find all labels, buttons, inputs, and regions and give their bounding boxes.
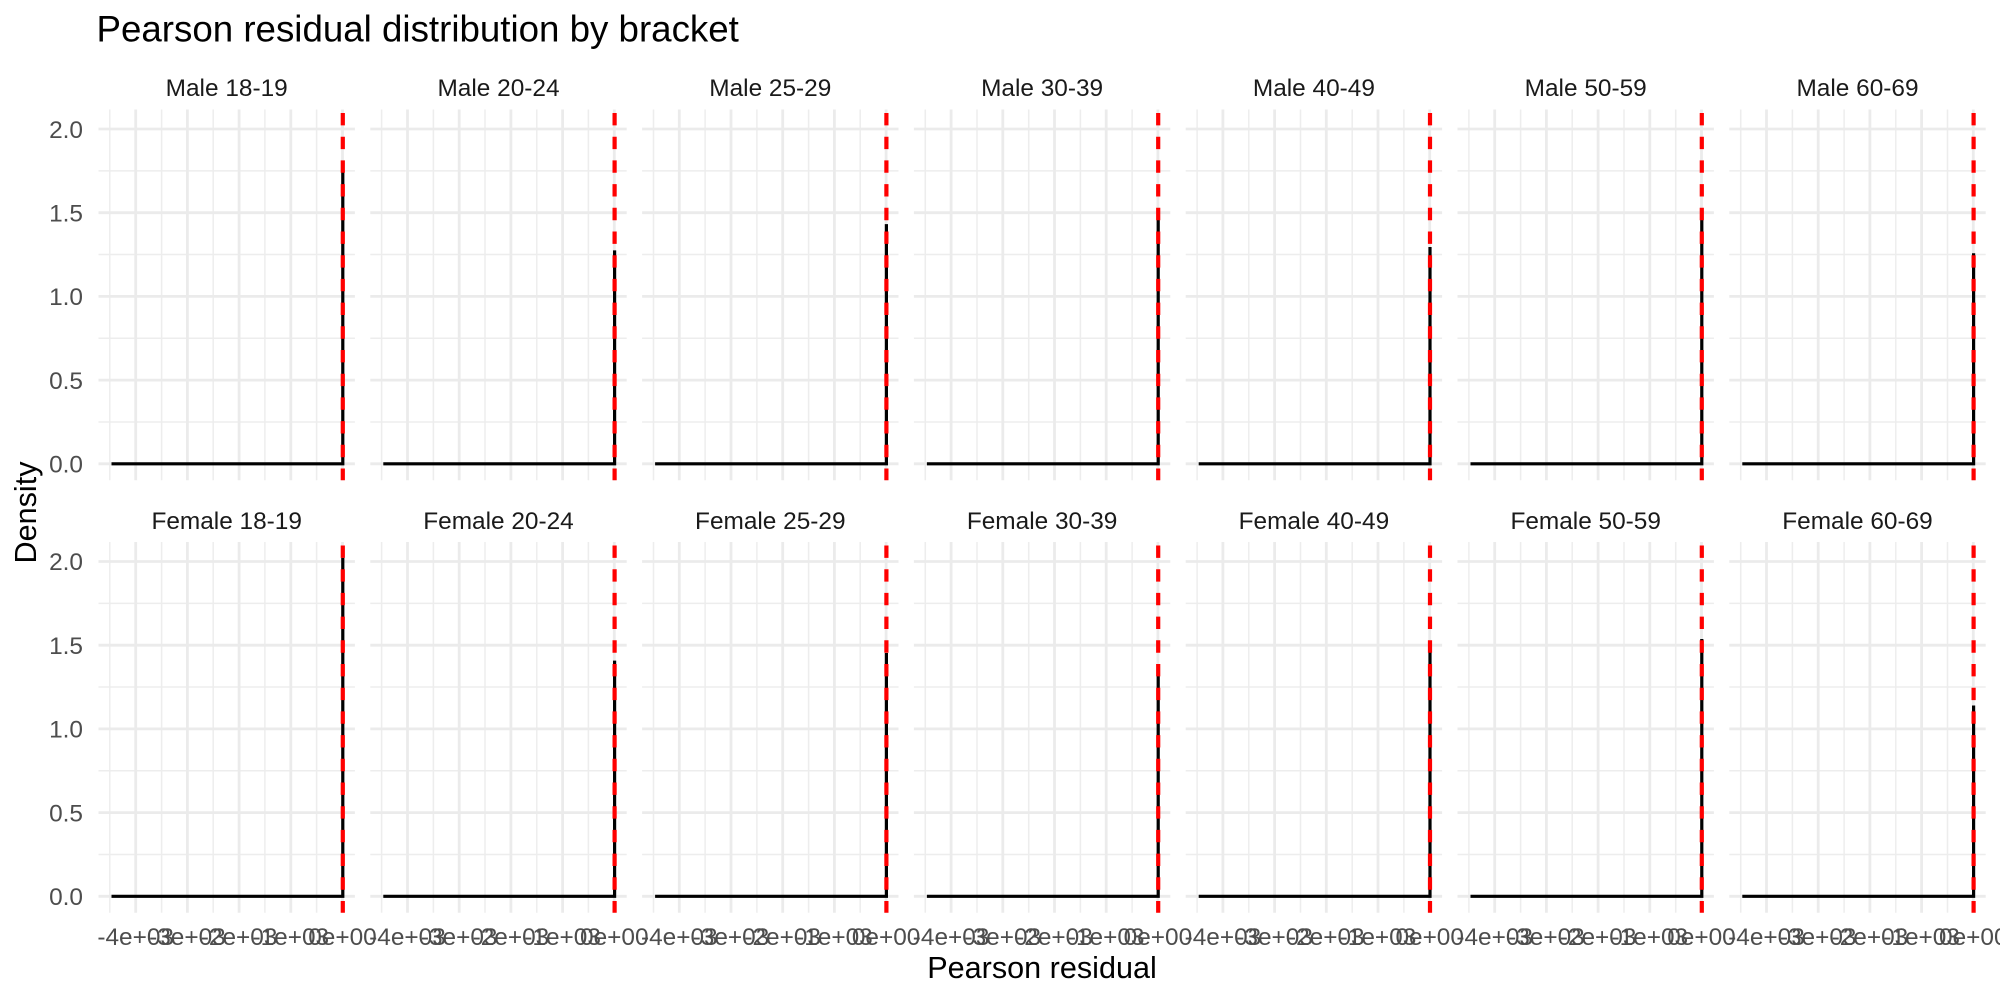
svg-text:-4e+03: -4e+03 [641,924,718,951]
svg-text:0.0: 0.0 [49,884,83,911]
svg-text:-2e+03: -2e+03 [1288,924,1365,951]
svg-text:Pearson residual: Pearson residual [927,951,1157,985]
svg-text:Male 20-24: Male 20-24 [437,75,559,102]
svg-text:Female 30-39: Female 30-39 [967,508,1118,535]
svg-text:2.0: 2.0 [49,549,83,576]
svg-text:-4e+03: -4e+03 [1185,924,1262,951]
svg-text:Female 40-49: Female 40-49 [1239,508,1390,535]
svg-text:0e+00: 0e+00 [580,924,649,951]
svg-text:-2e+03: -2e+03 [1016,924,1093,951]
svg-text:-3e+03: -3e+03 [964,924,1041,951]
svg-text:Female 60-69: Female 60-69 [1782,508,1933,535]
svg-text:-3e+03: -3e+03 [149,924,226,951]
svg-text:0e+00: 0e+00 [1939,924,2000,951]
svg-text:-1e+03: -1e+03 [1340,924,1417,951]
svg-text:Female 25-29: Female 25-29 [695,508,846,535]
svg-text:-3e+03: -3e+03 [421,924,498,951]
svg-text:0.5: 0.5 [49,368,83,395]
svg-text:-4e+03: -4e+03 [1728,924,1805,951]
svg-text:-3e+03: -3e+03 [1780,924,1857,951]
svg-text:-1e+03: -1e+03 [1068,924,1145,951]
svg-text:Male 50-59: Male 50-59 [1525,75,1647,102]
svg-text:1.5: 1.5 [49,200,83,227]
svg-text:-3e+03: -3e+03 [1236,924,1313,951]
svg-text:0e+00: 0e+00 [852,924,921,951]
svg-text:0e+00: 0e+00 [1667,924,1736,951]
svg-text:Male 25-29: Male 25-29 [709,75,831,102]
svg-text:Female 50-59: Female 50-59 [1510,508,1661,535]
svg-text:Female 18-19: Female 18-19 [151,508,302,535]
svg-text:-1e+03: -1e+03 [796,924,873,951]
svg-text:-2e+03: -2e+03 [201,924,278,951]
svg-text:Pearson residual distribution: Pearson residual distribution by bracket [97,8,739,49]
svg-text:1.0: 1.0 [49,284,83,311]
svg-text:-3e+03: -3e+03 [1508,924,1585,951]
svg-text:Female 20-24: Female 20-24 [423,508,574,535]
svg-text:-1e+03: -1e+03 [524,924,601,951]
svg-text:Male 40-49: Male 40-49 [1253,75,1375,102]
svg-text:-4e+03: -4e+03 [913,924,990,951]
svg-text:2.0: 2.0 [49,117,83,144]
svg-text:-2e+03: -2e+03 [473,924,550,951]
svg-text:-3e+03: -3e+03 [693,924,770,951]
svg-text:1.5: 1.5 [49,633,83,660]
svg-text:0.5: 0.5 [49,800,83,827]
svg-text:Density: Density [9,461,43,564]
svg-text:0e+00: 0e+00 [1124,924,1193,951]
svg-text:-2e+03: -2e+03 [1832,924,1909,951]
svg-text:0e+00: 0e+00 [1395,924,1464,951]
svg-text:-1e+03: -1e+03 [1611,924,1688,951]
svg-text:-2e+03: -2e+03 [744,924,821,951]
svg-text:Male 18-19: Male 18-19 [166,75,288,102]
svg-text:-2e+03: -2e+03 [1560,924,1637,951]
svg-text:0e+00: 0e+00 [308,924,377,951]
svg-text:-4e+03: -4e+03 [369,924,446,951]
svg-text:Male 60-69: Male 60-69 [1796,75,1918,102]
svg-text:-4e+03: -4e+03 [1456,924,1533,951]
svg-text:-1e+03: -1e+03 [1883,924,1960,951]
svg-text:-1e+03: -1e+03 [252,924,329,951]
svg-text:Male 30-39: Male 30-39 [981,75,1103,102]
svg-text:-4e+03: -4e+03 [97,924,174,951]
svg-text:0.0: 0.0 [49,452,83,479]
svg-text:1.0: 1.0 [49,717,83,744]
